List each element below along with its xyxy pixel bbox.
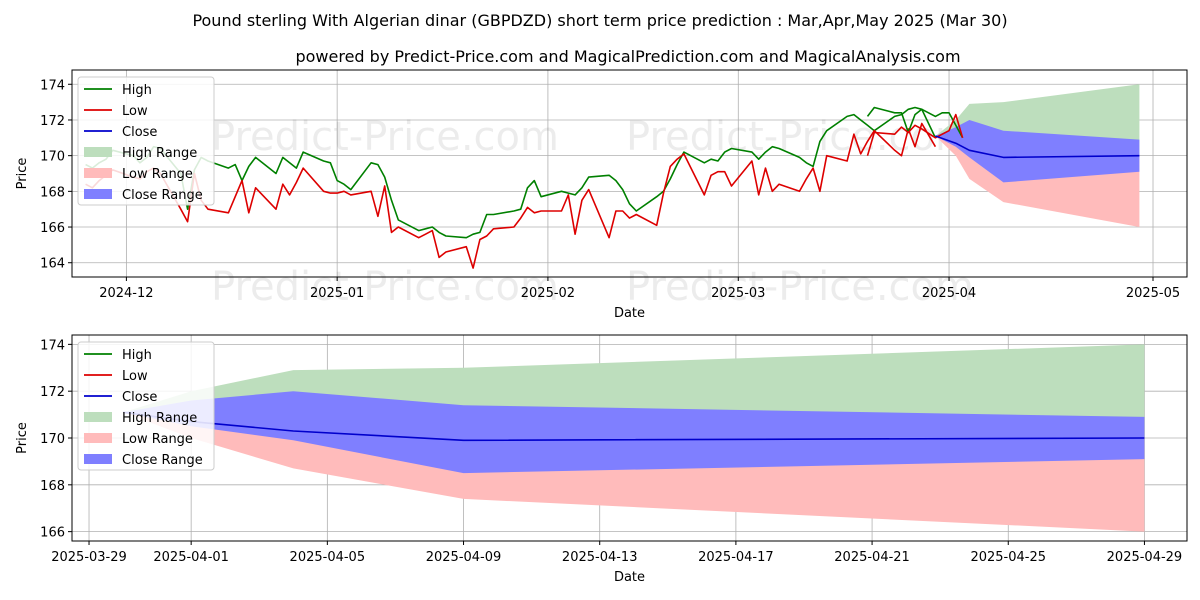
y-axis-label: Price bbox=[15, 422, 30, 454]
legend-swatch-close-range bbox=[84, 454, 112, 464]
legend-label: High bbox=[122, 348, 152, 363]
legend-label: Close bbox=[122, 390, 157, 405]
x-tick-label: 2025-04-05 bbox=[290, 550, 366, 565]
legend-swatch-low-range bbox=[84, 168, 112, 178]
close-range-band bbox=[935, 120, 1140, 183]
y-tick-label: 174 bbox=[40, 338, 65, 353]
legend-swatch-low-range bbox=[84, 433, 112, 443]
low-line-tail bbox=[866, 113, 964, 156]
high-line bbox=[85, 106, 937, 239]
y-tick-label: 172 bbox=[40, 114, 65, 129]
y-tick-label: 166 bbox=[40, 526, 65, 541]
legend-label: Low bbox=[122, 104, 148, 119]
legend-label: Low bbox=[122, 369, 148, 384]
plot-area bbox=[85, 84, 1140, 269]
x-tick-label: 2025-04-29 bbox=[1107, 550, 1183, 565]
x-tick-label: 2025-03 bbox=[711, 286, 765, 301]
x-tick-label: 2025-04-13 bbox=[562, 550, 638, 565]
x-tick-label: 2025-04-25 bbox=[970, 550, 1046, 565]
legend: High Low Close High Range Low Range Close Ran… bbox=[77, 76, 215, 206]
x-axis-label: Date bbox=[614, 306, 645, 321]
low-line bbox=[85, 122, 937, 269]
legend-swatch-high-range bbox=[84, 412, 112, 422]
watermark-text: Predict-Price.com bbox=[211, 114, 559, 160]
legend-label: High Range bbox=[122, 411, 197, 426]
close-forecast-line bbox=[935, 135, 1140, 159]
x-tick-label: 2025-02 bbox=[521, 286, 575, 301]
legend-label: Low Range bbox=[122, 432, 193, 447]
x-axis-label: Date bbox=[614, 570, 645, 585]
x-tick-label: 2025-03-29 bbox=[51, 550, 127, 565]
legend-label: High Range bbox=[122, 146, 197, 161]
x-tick-label: 2025-04-17 bbox=[698, 550, 774, 565]
y-tick-label: 170 bbox=[40, 432, 65, 447]
y-tick-label: 168 bbox=[40, 479, 65, 494]
y-tick-label: 168 bbox=[40, 185, 65, 200]
x-tick-label: 2024-12 bbox=[99, 286, 153, 301]
legend-label: Low Range bbox=[122, 167, 193, 182]
legend-label: Close bbox=[122, 125, 157, 140]
x-tick-label: 2025-04-09 bbox=[426, 550, 502, 565]
close-range-band bbox=[123, 391, 1145, 474]
watermark-text: Predict-Price.com bbox=[626, 114, 974, 160]
y-tick-label: 164 bbox=[40, 257, 65, 272]
legend-label: Close Range bbox=[122, 453, 203, 468]
x-tick-label: 2025-04 bbox=[922, 286, 976, 301]
legend-label: Close Range bbox=[122, 188, 203, 203]
y-axis-label: Price bbox=[15, 158, 30, 190]
y-tick-label: 170 bbox=[40, 150, 65, 165]
x-tick-label: 2025-05 bbox=[1126, 286, 1180, 301]
panel-top: Predict-Price.com Predict-Price.com Predic… bbox=[15, 69, 1188, 321]
y-tick-label: 174 bbox=[40, 78, 65, 93]
x-tick-label: 2025-01 bbox=[310, 286, 364, 301]
watermark-text: Predict-Price.com bbox=[211, 264, 559, 310]
legend-swatch-close-range bbox=[84, 189, 112, 199]
y-tick-label: 172 bbox=[40, 385, 65, 400]
panel-bottom: Predict-Price.comPredict-Price.com166168… bbox=[15, 334, 1188, 585]
chart-subtitle: powered by Predict-Price.com and Magical… bbox=[295, 47, 960, 66]
legend: High Low Close High Range Low Range Close Ran… bbox=[77, 341, 215, 471]
legend-label: High bbox=[122, 83, 152, 98]
plot-area bbox=[122, 344, 1145, 532]
high-line-tail bbox=[866, 106, 964, 139]
x-tick-label: 2025-04-21 bbox=[834, 550, 910, 565]
plot-frame bbox=[71, 69, 1188, 278]
x-tick-label: 2025-04-01 bbox=[153, 550, 229, 565]
y-tick-label: 166 bbox=[40, 221, 65, 236]
legend-swatch-high-range bbox=[84, 147, 112, 157]
watermark-text: Predict-Price.com bbox=[626, 264, 974, 310]
chart-title: Pound sterling With Algerian dinar (GBPD… bbox=[192, 11, 1007, 30]
